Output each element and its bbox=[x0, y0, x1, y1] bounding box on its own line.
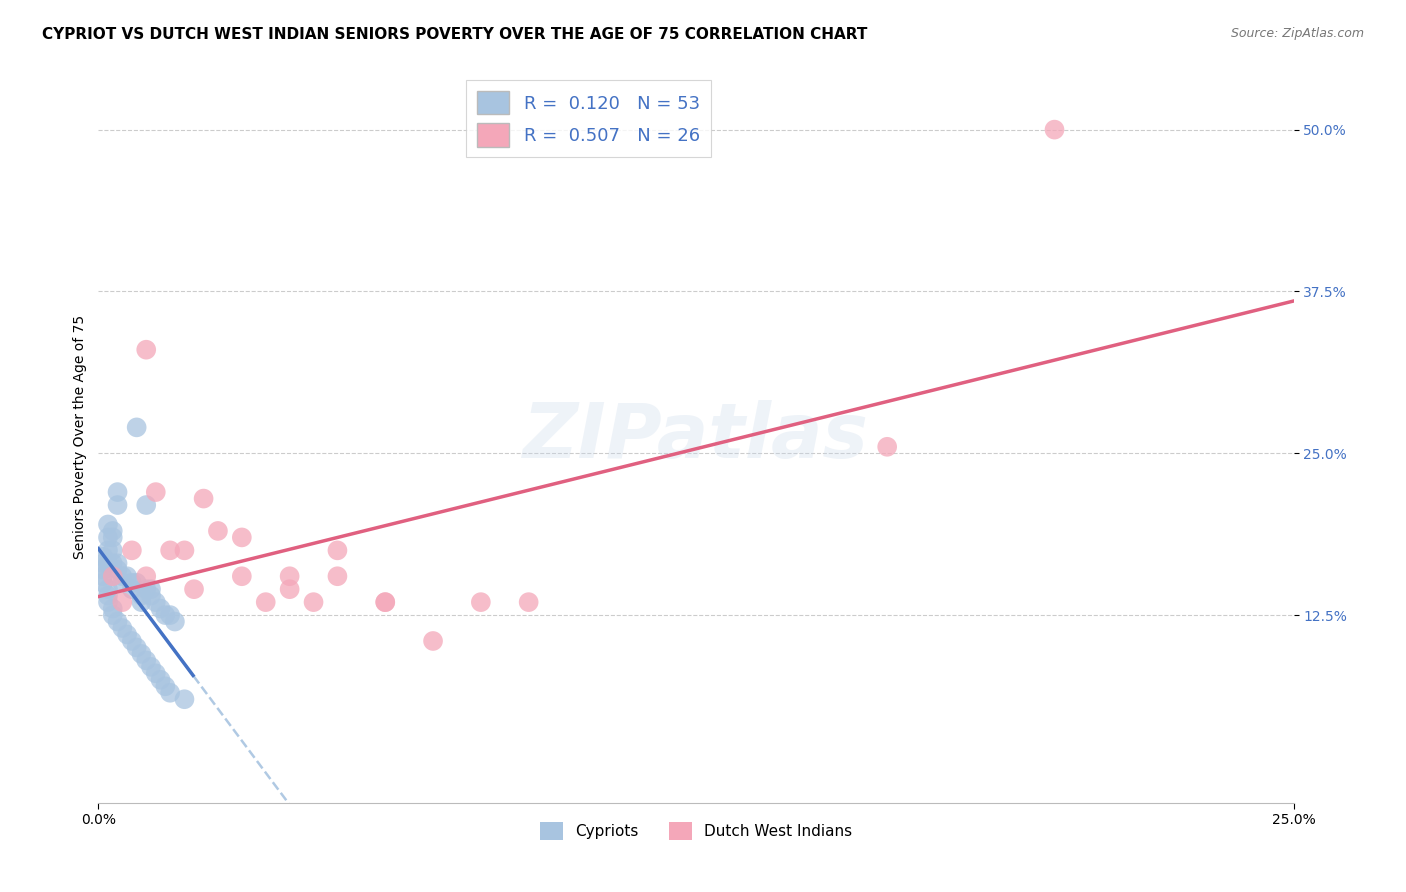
Text: CYPRIOT VS DUTCH WEST INDIAN SENIORS POVERTY OVER THE AGE OF 75 CORRELATION CHAR: CYPRIOT VS DUTCH WEST INDIAN SENIORS POV… bbox=[42, 27, 868, 42]
Point bbox=[107, 615, 129, 629]
Text: Source: ZipAtlas.com: Source: ZipAtlas.com bbox=[1230, 27, 1364, 40]
Point bbox=[145, 666, 167, 681]
Point bbox=[159, 608, 181, 623]
Point bbox=[149, 673, 172, 687]
Point bbox=[131, 589, 153, 603]
Point bbox=[91, 563, 114, 577]
Point bbox=[101, 543, 124, 558]
Point bbox=[193, 491, 215, 506]
Point bbox=[173, 692, 195, 706]
Point bbox=[97, 543, 120, 558]
Point bbox=[326, 543, 349, 558]
Point bbox=[139, 589, 162, 603]
Point bbox=[97, 517, 120, 532]
Point bbox=[91, 549, 114, 564]
Point bbox=[111, 621, 134, 635]
Point bbox=[155, 679, 177, 693]
Point bbox=[121, 575, 143, 590]
Point bbox=[135, 569, 157, 583]
Point bbox=[121, 543, 143, 558]
Point bbox=[101, 601, 124, 615]
Point bbox=[101, 530, 124, 544]
Point bbox=[125, 640, 148, 655]
Point bbox=[97, 582, 120, 597]
Point bbox=[121, 582, 143, 597]
Point bbox=[139, 582, 162, 597]
Point bbox=[125, 575, 148, 590]
Point bbox=[135, 498, 157, 512]
Point bbox=[107, 498, 129, 512]
Point bbox=[254, 595, 277, 609]
Point bbox=[155, 608, 177, 623]
Point bbox=[97, 530, 120, 544]
Text: ZIPatlas: ZIPatlas bbox=[523, 401, 869, 474]
Point bbox=[302, 595, 325, 609]
Point bbox=[173, 543, 195, 558]
Point bbox=[231, 530, 253, 544]
Point bbox=[1043, 122, 1066, 136]
Y-axis label: Seniors Poverty Over the Age of 75: Seniors Poverty Over the Age of 75 bbox=[73, 315, 87, 559]
Point bbox=[149, 601, 172, 615]
Point bbox=[163, 615, 186, 629]
Point bbox=[422, 634, 444, 648]
Point bbox=[101, 608, 124, 623]
Point bbox=[135, 343, 157, 357]
Point bbox=[135, 582, 157, 597]
Point bbox=[139, 660, 162, 674]
Point bbox=[876, 440, 898, 454]
Point bbox=[374, 595, 396, 609]
Legend: Cypriots, Dutch West Indians: Cypriots, Dutch West Indians bbox=[534, 815, 858, 847]
Point bbox=[97, 595, 120, 609]
Point bbox=[107, 557, 129, 571]
Point bbox=[207, 524, 229, 538]
Point bbox=[159, 686, 181, 700]
Point bbox=[115, 627, 138, 641]
Point bbox=[91, 575, 114, 590]
Point bbox=[101, 524, 124, 538]
Point bbox=[97, 589, 120, 603]
Point bbox=[91, 557, 114, 571]
Point bbox=[131, 595, 153, 609]
Point bbox=[107, 563, 129, 577]
Point bbox=[97, 557, 120, 571]
Point bbox=[145, 595, 167, 609]
Point bbox=[145, 485, 167, 500]
Point bbox=[131, 647, 153, 661]
Point bbox=[135, 653, 157, 667]
Point bbox=[183, 582, 205, 597]
Point bbox=[125, 420, 148, 434]
Point bbox=[101, 569, 124, 583]
Point bbox=[111, 595, 134, 609]
Point bbox=[101, 557, 124, 571]
Point bbox=[470, 595, 492, 609]
Point bbox=[111, 569, 134, 583]
Point bbox=[121, 634, 143, 648]
Point bbox=[159, 543, 181, 558]
Point bbox=[111, 575, 134, 590]
Point bbox=[326, 569, 349, 583]
Point bbox=[115, 569, 138, 583]
Point bbox=[278, 569, 301, 583]
Point bbox=[107, 485, 129, 500]
Point bbox=[374, 595, 396, 609]
Point bbox=[278, 582, 301, 597]
Point bbox=[91, 569, 114, 583]
Point bbox=[231, 569, 253, 583]
Point bbox=[517, 595, 540, 609]
